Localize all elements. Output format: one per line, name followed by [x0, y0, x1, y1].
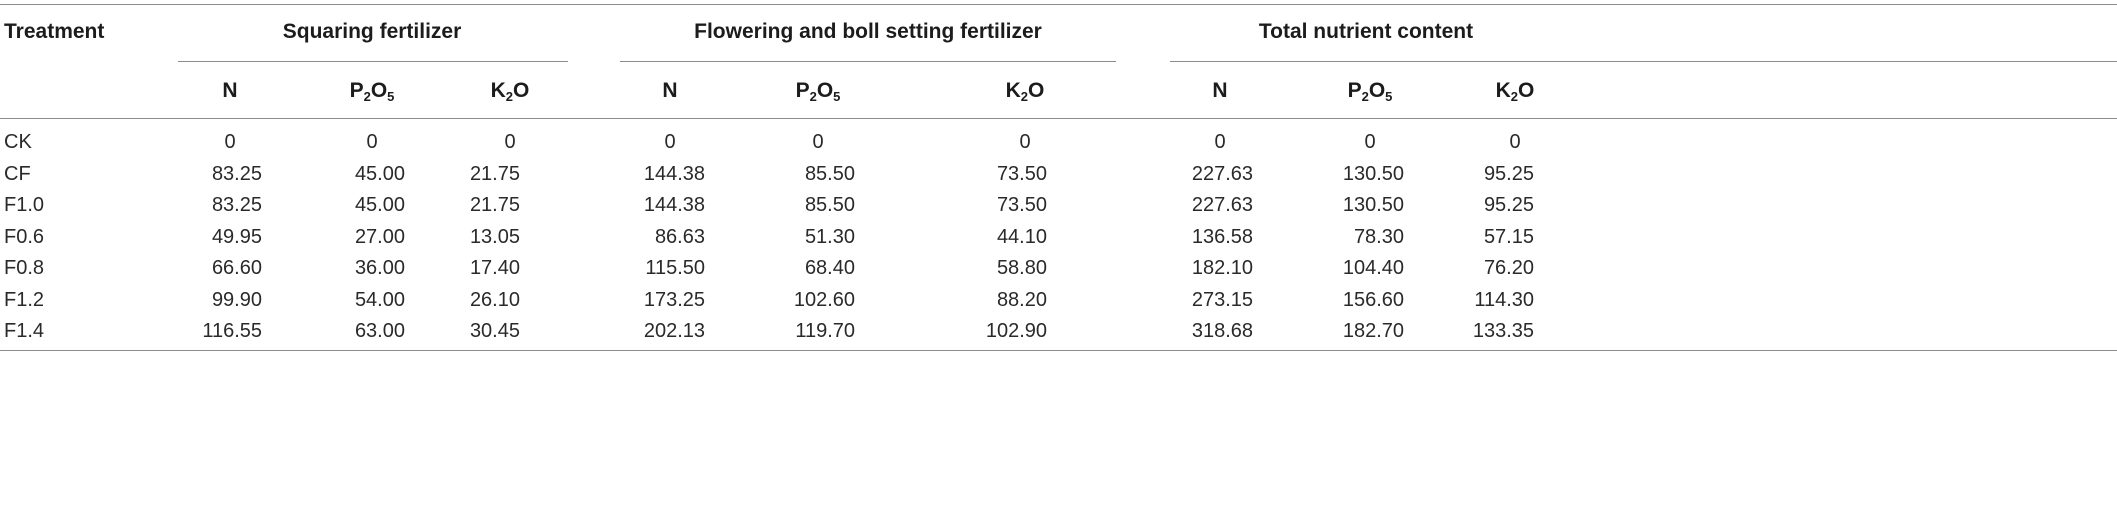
cell-total-k2o: 0 — [1509, 131, 1521, 153]
cell-flowering-p2o5: 119.70 — [795, 320, 855, 342]
subheader-total-k2o: K2O — [1495, 79, 1535, 104]
cell-flowering-p2o5: 68.40 — [804, 257, 855, 279]
cell-squaring-p2o5: 0 — [366, 131, 378, 153]
subheader-total-n: N — [1212, 79, 1228, 102]
cell-total-k2o: 95.25 — [1483, 162, 1534, 185]
cell-flowering-p2o5: 85.50 — [804, 162, 855, 185]
cell-total-k2o: 57.15 — [1483, 225, 1534, 248]
cell-flowering-p2o5: 51.30 — [804, 225, 855, 248]
cell-flowering-n: 0 — [664, 131, 676, 153]
header-group-total: Total nutrient content — [1258, 20, 1474, 43]
subheader-flowering-k2o: K2O — [1005, 79, 1045, 104]
cell-squaring-p2o5: 45.00 — [354, 162, 405, 185]
cell-flowering-k2o: 102.90 — [985, 320, 1047, 342]
cell-flowering-n: 144.38 — [643, 162, 705, 185]
table-row: F0.8 66.60 36.00 17.40 115.50 68.40 58.80 182.1… — [0, 258, 2117, 290]
table-bottom-rule — [0, 350, 2117, 351]
cell-squaring-n: 83.25 — [211, 162, 262, 185]
cell-total-p2o5: 182.70 — [1342, 320, 1404, 342]
subheader-total-p2o5: P2O5 — [1347, 79, 1393, 104]
cell-squaring-n: 99.90 — [211, 288, 262, 311]
cell-total-p2o5: 130.50 — [1342, 194, 1404, 216]
cell-squaring-n: 83.25 — [211, 194, 262, 216]
cell-total-n: 227.63 — [1191, 194, 1253, 216]
table-top-rule — [0, 4, 2117, 5]
cell-total-k2o: 133.35 — [1472, 320, 1534, 342]
subheader-flowering-n: N — [662, 79, 678, 102]
subheader-flowering-p2o5: P2O5 — [795, 79, 841, 104]
row-label: F1.0 — [4, 194, 45, 216]
subheader-squaring-n: N — [222, 79, 238, 102]
cell-squaring-k2o: 21.75 — [469, 194, 520, 216]
cell-total-k2o: 114.30 — [1474, 288, 1534, 311]
cell-squaring-n: 116.55 — [202, 320, 262, 342]
cell-squaring-k2o: 17.40 — [469, 257, 520, 279]
cell-total-n: 182.10 — [1191, 257, 1253, 279]
cell-total-n: 0 — [1214, 131, 1226, 153]
cell-squaring-p2o5: 63.00 — [354, 320, 405, 342]
cell-flowering-p2o5: 85.50 — [804, 194, 855, 216]
table-row: F0.6 49.95 27.00 13.05 86.63 51.30 44.10 136.58… — [0, 227, 2117, 259]
cell-flowering-n: 202.13 — [643, 320, 705, 342]
cell-total-p2o5: 0 — [1364, 131, 1376, 153]
table-row: CF 83.25 45.00 21.75 144.38 85.50 73.50 227.63 1… — [0, 164, 2117, 196]
cell-squaring-p2o5: 54.00 — [354, 288, 405, 311]
cell-flowering-p2o5: 102.60 — [793, 288, 855, 311]
cell-total-k2o: 95.25 — [1483, 194, 1534, 216]
cell-total-n: 318.68 — [1191, 320, 1253, 342]
cell-squaring-p2o5: 27.00 — [354, 225, 405, 248]
cell-total-p2o5: 130.50 — [1342, 162, 1404, 185]
cell-total-n: 227.63 — [1191, 162, 1253, 185]
header-group-squaring: Squaring fertilizer — [282, 20, 462, 43]
cell-flowering-n: 144.38 — [643, 194, 705, 216]
row-label: F1.2 — [4, 288, 45, 311]
cell-total-p2o5: 156.60 — [1342, 288, 1404, 311]
cell-flowering-p2o5: 0 — [812, 131, 824, 153]
cell-flowering-k2o: 0 — [1019, 131, 1031, 153]
row-label: F1.4 — [4, 320, 45, 342]
group-rule-squaring — [178, 61, 568, 62]
row-label: F0.8 — [4, 257, 45, 279]
cell-flowering-k2o: 44.10 — [996, 225, 1047, 248]
subheader-squaring-k2o: K2O — [490, 79, 530, 104]
row-label: CF — [4, 162, 31, 185]
cell-flowering-n: 86.63 — [654, 225, 705, 248]
cell-total-k2o: 76.20 — [1483, 257, 1534, 279]
cell-flowering-k2o: 73.50 — [996, 194, 1047, 216]
cell-flowering-k2o: 73.50 — [996, 162, 1047, 185]
cell-squaring-k2o: 26.10 — [469, 288, 520, 311]
cell-total-n: 273.15 — [1191, 288, 1253, 311]
table-row: F1.2 99.90 54.00 26.10 173.25 102.60 88.20 273.… — [0, 290, 2117, 322]
header-group-flowering: Flowering and boll setting fertilizer — [694, 20, 1042, 43]
row-label: CK — [4, 131, 32, 153]
cell-squaring-p2o5: 36.00 — [354, 257, 405, 279]
cell-flowering-k2o: 58.80 — [996, 257, 1047, 279]
cell-squaring-k2o: 30.45 — [469, 320, 520, 342]
group-rule-total — [1170, 61, 2117, 62]
group-rule-flowering — [620, 61, 1116, 62]
cell-squaring-k2o: 21.75 — [469, 162, 520, 185]
table-row: CK 0 0 0 0 0 0 0 0 0 — [0, 132, 2117, 164]
subheader-squaring-p2o5: P2O5 — [349, 79, 395, 104]
cell-flowering-k2o: 88.20 — [996, 288, 1047, 311]
cell-total-n: 136.58 — [1191, 225, 1253, 248]
cell-squaring-k2o: 13.05 — [469, 225, 520, 248]
header-treatment: Treatment — [4, 20, 105, 43]
cell-flowering-n: 115.50 — [645, 257, 705, 279]
cell-squaring-n: 66.60 — [211, 257, 262, 279]
cell-squaring-n: 49.95 — [211, 225, 262, 248]
row-label: F0.6 — [4, 225, 45, 248]
cell-squaring-k2o: 0 — [504, 131, 516, 153]
table-row: F1.0 83.25 45.00 21.75 144.38 85.50 73.50 227.6… — [0, 195, 2117, 227]
header-bottom-rule — [0, 118, 2117, 119]
cell-total-p2o5: 104.40 — [1342, 257, 1404, 279]
table-row: F1.4 116.55 63.00 30.45 202.13 119.70 102.90 31… — [0, 321, 2117, 353]
cell-squaring-p2o5: 45.00 — [354, 194, 405, 216]
cell-flowering-n: 173.25 — [643, 288, 705, 311]
cell-squaring-n: 0 — [224, 131, 236, 153]
cell-total-p2o5: 78.30 — [1353, 225, 1404, 248]
